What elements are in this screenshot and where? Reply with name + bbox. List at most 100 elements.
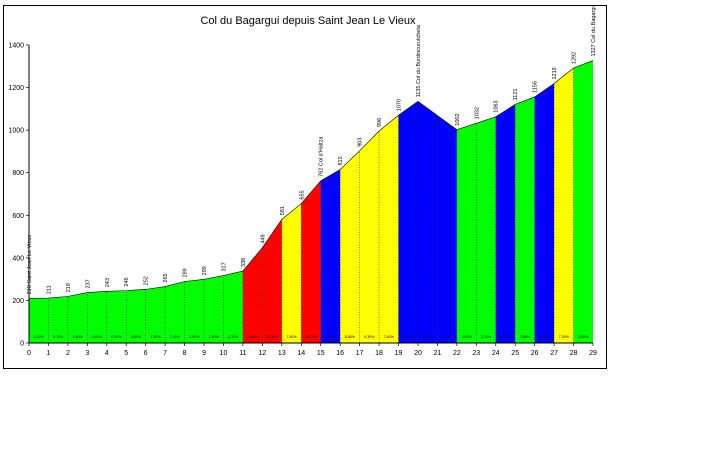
grade-label: 13,30% <box>266 335 279 339</box>
y-tick-label: 800 <box>12 170 24 177</box>
profile-segment <box>534 83 555 343</box>
grade-label: 7,40% <box>384 335 395 339</box>
profile-segment <box>573 60 593 343</box>
profile-segment <box>262 219 282 343</box>
altitude-label: 1156 <box>533 81 539 93</box>
x-tick-label: 26 <box>531 350 539 357</box>
profile-segment <box>87 291 107 343</box>
y-tick-label: 1000 <box>8 128 24 135</box>
profile-segment <box>242 247 263 343</box>
altitude-label: 1070 <box>397 99 403 111</box>
altitude-label: 1032 <box>474 107 480 119</box>
x-tick-label: 13 <box>278 350 286 357</box>
altitude-label: 252 <box>144 276 150 285</box>
altitude-label: 903 <box>358 138 364 147</box>
y-tick-label: 1200 <box>8 85 24 92</box>
x-tick-label: 21 <box>434 350 442 357</box>
grade-label: 7,30% <box>559 335 570 339</box>
x-tick-label: 6 <box>144 350 148 357</box>
profile-segment <box>417 101 438 344</box>
x-tick-label: 5 <box>124 350 128 357</box>
x-tick-label: 20 <box>414 350 422 357</box>
altitude-label: 211 <box>46 285 52 294</box>
altitude-label: 338 <box>241 258 247 267</box>
y-tick-label: 1400 <box>8 43 24 50</box>
profile-segment <box>106 290 127 343</box>
x-tick-label: 16 <box>336 350 344 357</box>
x-tick-label: 15 <box>317 350 325 357</box>
y-tick-label: 200 <box>12 298 24 305</box>
altitude-label: 210 Saint Jean Le Vieux <box>27 235 33 295</box>
grade-label: 1,80% <box>209 335 220 339</box>
grade-label: 3,50% <box>520 335 531 339</box>
x-tick-label: 25 <box>511 350 519 357</box>
x-tick-label: 28 <box>570 350 578 357</box>
grade-label: 6,30% <box>539 335 550 339</box>
grade-label: 3,00% <box>461 335 472 339</box>
profile-segment <box>320 169 341 343</box>
x-tick-label: 4 <box>105 350 109 357</box>
grade-label: -6,70% <box>441 335 453 339</box>
grade-label: 0,60% <box>92 335 103 339</box>
grade-label: 3,50% <box>578 335 589 339</box>
profile-segment <box>359 130 380 343</box>
altitude-label: 289 <box>183 268 189 277</box>
altitude-label: 581 <box>280 206 286 215</box>
x-tick-label: 27 <box>550 350 558 357</box>
x-tick-label: 0 <box>27 350 31 357</box>
altitude-label: 1121 <box>513 89 519 101</box>
profile-segment <box>437 115 457 343</box>
grade-label: 0,60% <box>131 335 142 339</box>
grade-label: 8,80% <box>345 335 356 339</box>
grade-label: -6,60% <box>422 335 434 339</box>
grade-label: 6,50% <box>403 335 414 339</box>
grade-label: 9,30% <box>364 335 375 339</box>
altitude-label: 1002 <box>455 113 461 125</box>
x-tick-label: 1 <box>46 350 50 357</box>
altitude-label: 655 <box>299 190 305 199</box>
altitude-label: 265 <box>163 273 169 282</box>
x-tick-label: 2 <box>66 350 70 357</box>
altitude-label: 219 <box>66 283 72 292</box>
x-tick-label: 14 <box>297 350 305 357</box>
profile-segment <box>379 115 399 343</box>
altitude-label: 317 <box>221 262 227 271</box>
grade-label: 2,10% <box>228 335 239 339</box>
altitude-label: 243 <box>105 278 111 287</box>
profile-segment <box>67 292 88 343</box>
grade-label: 10,70% <box>305 335 318 339</box>
altitude-profile-chart: Col du Bagargui depuis Saint Jean Le Vie… <box>8 5 597 358</box>
grade-label: 11,00% <box>247 335 260 339</box>
y-tick-label: 0 <box>20 341 24 348</box>
grade-label: 5,80% <box>500 335 511 339</box>
grade-label: 0,70% <box>53 335 64 339</box>
profile-segment <box>184 279 205 343</box>
altitude-label: 996 <box>377 118 383 127</box>
chart-title: Col du Bagargui depuis Saint Jean Le Vie… <box>200 15 416 27</box>
x-tick-label: 8 <box>183 350 187 357</box>
profile-segment <box>340 150 360 343</box>
profile-segment <box>126 289 146 343</box>
y-tick-label: 400 <box>12 255 24 262</box>
altitude-label: 1063 <box>494 100 500 112</box>
axes: 0 1 2 3 4 5 6 7 8 9 10 11 12 13 14 15 16 17 18 19 20 21 22 23 24… <box>8 43 597 358</box>
profile-segment <box>48 296 68 343</box>
point-labels: 210 Saint Jean Le Vieux 211 219 237 243 246 25… <box>27 5 597 294</box>
x-tick-label: 9 <box>202 350 206 357</box>
altitude-label: 1327 Col du Bagargui <box>591 5 597 57</box>
grade-label: 1,80% <box>73 335 84 339</box>
grade-label: 0,10% <box>34 335 45 339</box>
x-tick-label: 11 <box>239 350 246 357</box>
x-tick-label: 23 <box>472 350 480 357</box>
x-tick-label: 18 <box>375 350 383 357</box>
x-tick-label: 29 <box>589 350 597 357</box>
altitude-label: 448 <box>260 234 266 243</box>
grade-label: 1,30% <box>150 335 161 339</box>
x-tick-label: 10 <box>220 350 228 357</box>
y-tick-label: 600 <box>12 213 24 220</box>
x-tick-label: 7 <box>163 350 167 357</box>
profile-segment <box>515 96 535 344</box>
x-tick-label: 12 <box>258 350 266 357</box>
x-tick-label: 19 <box>395 350 403 357</box>
grade-label: 1,00% <box>189 335 200 339</box>
